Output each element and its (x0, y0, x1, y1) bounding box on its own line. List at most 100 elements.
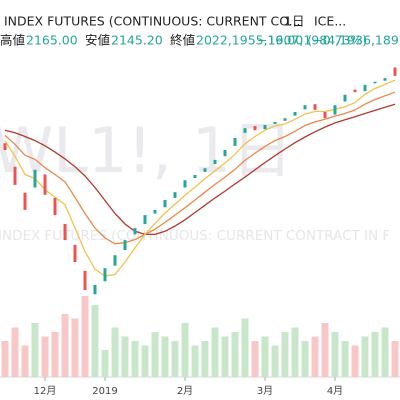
volume-bar (231, 332, 239, 377)
volume-bar (161, 336, 169, 377)
low-value: 2145.20 (111, 33, 163, 48)
high-label: 高値 (0, 33, 25, 48)
volume-bar (121, 336, 129, 377)
candle (353, 89, 357, 93)
volume-bar (321, 323, 329, 377)
candle (63, 223, 67, 241)
candle (73, 244, 77, 262)
volume-bar (111, 327, 119, 377)
candle (333, 105, 337, 115)
high-value: 2165.00 (26, 33, 78, 48)
candle (183, 180, 187, 188)
candle (203, 168, 207, 172)
watermark-sub: INDEX FUTURES (CONTINUOUS: CURRENT CONTR… (0, 228, 390, 244)
candle (133, 228, 137, 235)
candle (273, 121, 277, 124)
candle (293, 111, 297, 116)
volume-bar (141, 345, 149, 377)
candle (83, 270, 87, 291)
volume-bar (11, 327, 19, 377)
change: −16.00 (−0.73%) (257, 33, 367, 48)
candle (43, 174, 47, 195)
candle (33, 169, 37, 188)
close-label: 終値 (170, 33, 195, 48)
candle (143, 215, 147, 224)
volume-bar (41, 336, 49, 377)
candle (113, 255, 117, 266)
candle (303, 105, 307, 110)
candle (23, 192, 27, 210)
watermark: WL1!, 1日 (0, 114, 293, 187)
candle (313, 104, 317, 110)
volume-bar (381, 327, 389, 377)
candle (253, 126, 257, 131)
volume-bar (271, 345, 279, 377)
candle (223, 150, 227, 157)
volume-bar (391, 341, 399, 377)
volume-bar (241, 318, 249, 377)
candle (173, 192, 177, 198)
candle (373, 81, 377, 84)
volume-bar (301, 341, 309, 377)
volume-bar (81, 296, 89, 377)
moving-average (4, 79, 396, 277)
moving-average (4, 91, 396, 245)
volume-bar (281, 332, 289, 377)
volume-bar (21, 345, 29, 377)
candle (153, 209, 157, 214)
volume-bar (351, 345, 359, 377)
candle (283, 118, 287, 121)
candle (13, 166, 17, 185)
volume-bar (371, 332, 379, 377)
volume-bar (191, 345, 199, 377)
x-tick-label: 2019 (92, 386, 117, 397)
volume-bar (341, 341, 349, 377)
volume-bar (31, 323, 39, 377)
volume-bar (131, 341, 139, 377)
volume-bar (331, 332, 339, 377)
x-tick-label: 12月 (34, 385, 57, 397)
candle (193, 175, 197, 179)
close-value: 2022,1955,1907,1984,1936,1897,1849,1807,… (196, 33, 400, 48)
volume-bar (251, 341, 259, 377)
candle (233, 138, 237, 146)
volume-bar (291, 327, 299, 377)
candle (213, 159, 217, 165)
candle (93, 284, 97, 295)
volume-bar (311, 336, 319, 377)
exchange: ICE... (314, 14, 346, 29)
volume-bar (171, 341, 179, 377)
candle (163, 200, 167, 208)
low-label: 安値 (85, 33, 110, 48)
volume-bar (181, 323, 189, 377)
moving-average (4, 103, 396, 236)
candle (383, 78, 387, 81)
volume-bar (361, 336, 369, 377)
x-tick-label: 2月 (177, 385, 193, 397)
volume-bar (51, 332, 59, 377)
candle (123, 240, 127, 250)
volume-bar (71, 318, 79, 377)
x-tick-label: 4月 (327, 385, 343, 397)
volume-bar (151, 332, 159, 377)
volume-bar (261, 336, 269, 377)
candle (103, 268, 107, 282)
candle (323, 111, 327, 119)
candle (393, 67, 397, 76)
candle (243, 128, 247, 133)
candle (363, 84, 367, 92)
candle (3, 143, 7, 150)
volume-bar (91, 305, 99, 377)
interval: 1日 (284, 14, 304, 29)
candle (263, 125, 267, 130)
volume-bar (221, 336, 229, 377)
chart-title: INDEX FUTURES (CONTINUOUS: CURRENT CO... (4, 14, 301, 29)
volume-bar (1, 341, 9, 377)
candle (53, 197, 57, 216)
volume-bar (211, 327, 219, 377)
candle (343, 94, 347, 102)
volume-bar (61, 314, 69, 377)
volume-bar (201, 341, 209, 377)
